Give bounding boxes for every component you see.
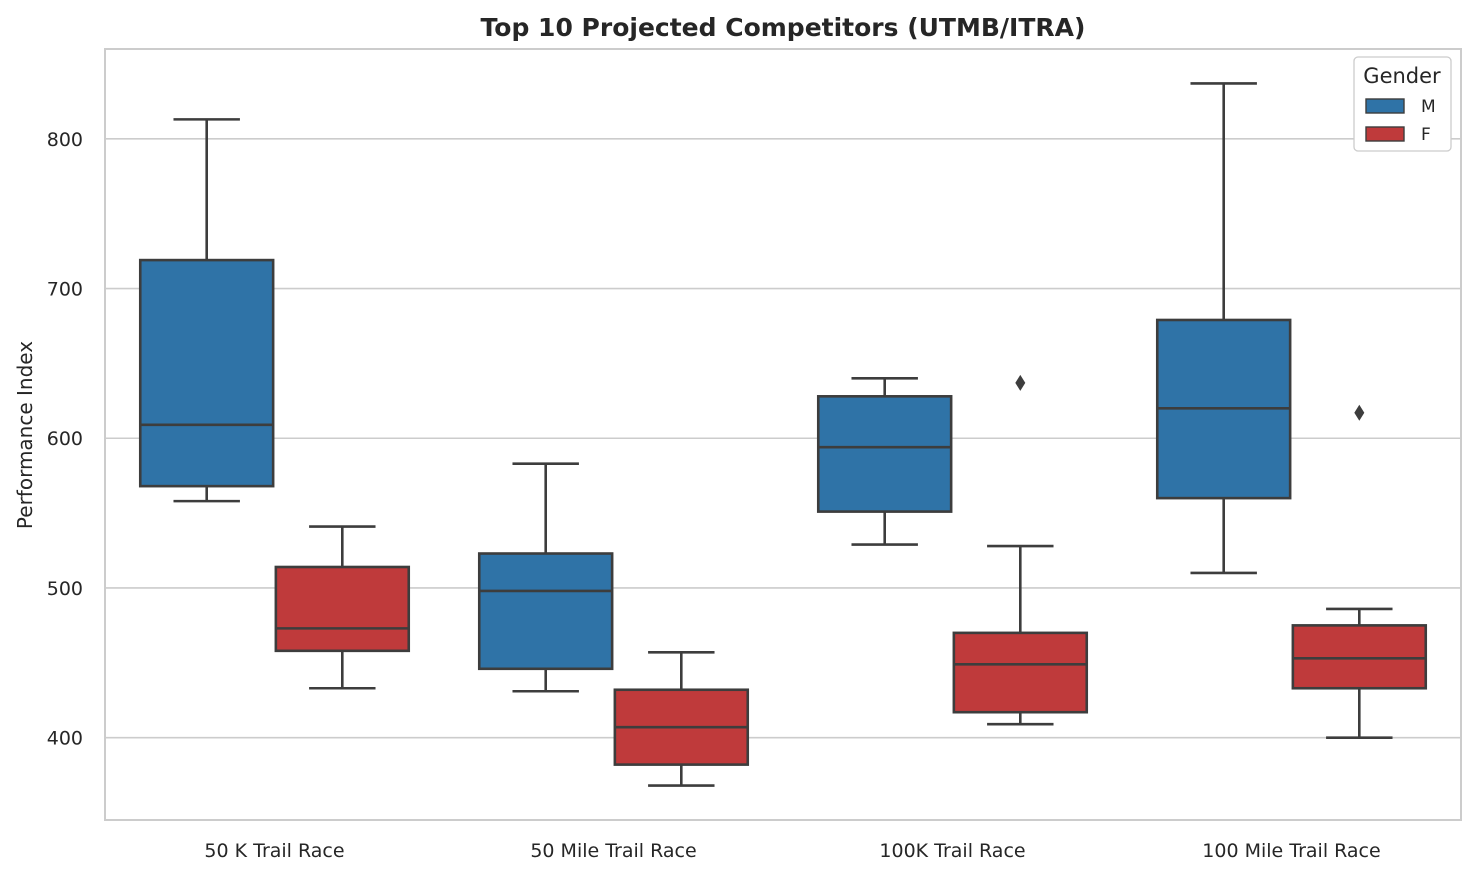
iqr-box <box>1291 624 1428 690</box>
box-M-2 <box>816 377 953 546</box>
box-M-3 <box>1155 82 1292 575</box>
y-tick-label: 600 <box>47 428 83 450</box>
y-axis-label: Performance Index <box>13 341 37 529</box>
box-M-0 <box>138 118 275 503</box>
box-F-1 <box>613 651 750 787</box>
iqr-box <box>816 395 953 513</box>
box-groups <box>138 82 1428 787</box>
y-tick-label: 800 <box>47 129 83 151</box>
legend-swatch-F <box>1365 126 1405 142</box>
legend-title: Gender <box>1363 64 1441 88</box>
x-tick-label: 50 K Trail Race <box>204 840 344 862</box>
legend-label-F: F <box>1421 125 1431 145</box>
outlier-point <box>1015 374 1026 391</box>
outlier-point <box>1354 404 1365 421</box>
y-axis-ticks: 400 500 600 700 800 <box>47 129 83 750</box>
iqr-box <box>274 565 411 653</box>
x-tick-label: 50 Mile Trail Race <box>530 840 696 862</box>
y-tick-label: 400 <box>47 728 83 750</box>
chart-title: Top 10 Projected Competitors (UTMB/ITRA) <box>481 13 1086 42</box>
box-F-3 <box>1291 404 1428 739</box>
x-tick-label: 100 Mile Trail Race <box>1202 840 1380 862</box>
box-M-1 <box>477 462 614 693</box>
iqr-box <box>952 631 1089 714</box>
y-tick-label: 500 <box>47 578 83 600</box>
legend: Gender MF <box>1353 56 1452 152</box>
y-tick-label: 700 <box>47 279 83 301</box>
box-F-2 <box>952 374 1089 726</box>
x-axis-ticks: 50 K Trail Race 50 Mile Trail Race 100K Tr… <box>204 840 1380 862</box>
plot-frame <box>104 48 1462 821</box>
iqr-box <box>477 552 614 671</box>
box-F-0 <box>274 525 411 690</box>
x-tick-label: 100K Trail Race <box>879 840 1025 862</box>
legend-label-M: M <box>1421 97 1436 117</box>
legend-swatch-M <box>1365 98 1405 114</box>
iqr-box <box>138 258 275 488</box>
